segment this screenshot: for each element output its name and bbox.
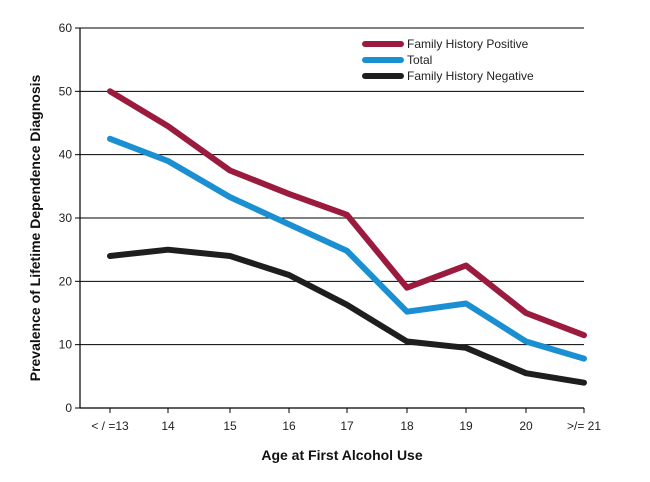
y-tick-label: 30 [59, 211, 73, 225]
series-line-family-history-negative [107, 246, 587, 386]
x-tick-label: 19 [459, 419, 473, 433]
x-tick-label: 14 [161, 419, 175, 433]
series-lines [107, 88, 587, 386]
y-tick-label: 40 [59, 148, 73, 162]
y-tick-label: 10 [59, 338, 73, 352]
x-tick-label: 18 [400, 419, 414, 433]
series-line-total [107, 135, 587, 362]
x-tick-label: 15 [223, 419, 237, 433]
y-tick-label: 20 [59, 274, 73, 288]
x-tick-label: 16 [282, 419, 296, 433]
y-tick-label: 50 [59, 84, 73, 98]
x-axis-title: Age at First Alcohol Use [261, 447, 423, 463]
y-tick-label: 0 [65, 401, 72, 415]
y-axis-ticks: 0 10 20 30 40 50 60 [59, 21, 80, 415]
x-tick-label: < / =13 [91, 419, 129, 433]
legend: Family History Positive Total Family Histo… [362, 37, 534, 83]
y-axis-title: Prevalence of Lifetime Dependence Diagno… [27, 75, 43, 382]
y-tick-label: 60 [59, 21, 73, 35]
legend-label-family-history-positive: Family History Positive [407, 37, 529, 51]
legend-label-family-history-negative: Family History Negative [407, 69, 534, 83]
legend-label-total: Total [407, 53, 432, 67]
x-tick-label: 17 [340, 419, 354, 433]
x-axis-ticks: < / =13 14 15 16 17 18 19 20 >/= 21 [91, 408, 601, 433]
series-line-family-history-positive [107, 88, 587, 339]
gridlines [80, 27, 584, 346]
x-tick-label: 20 [519, 419, 533, 433]
x-tick-label: >/= 21 [567, 419, 601, 433]
